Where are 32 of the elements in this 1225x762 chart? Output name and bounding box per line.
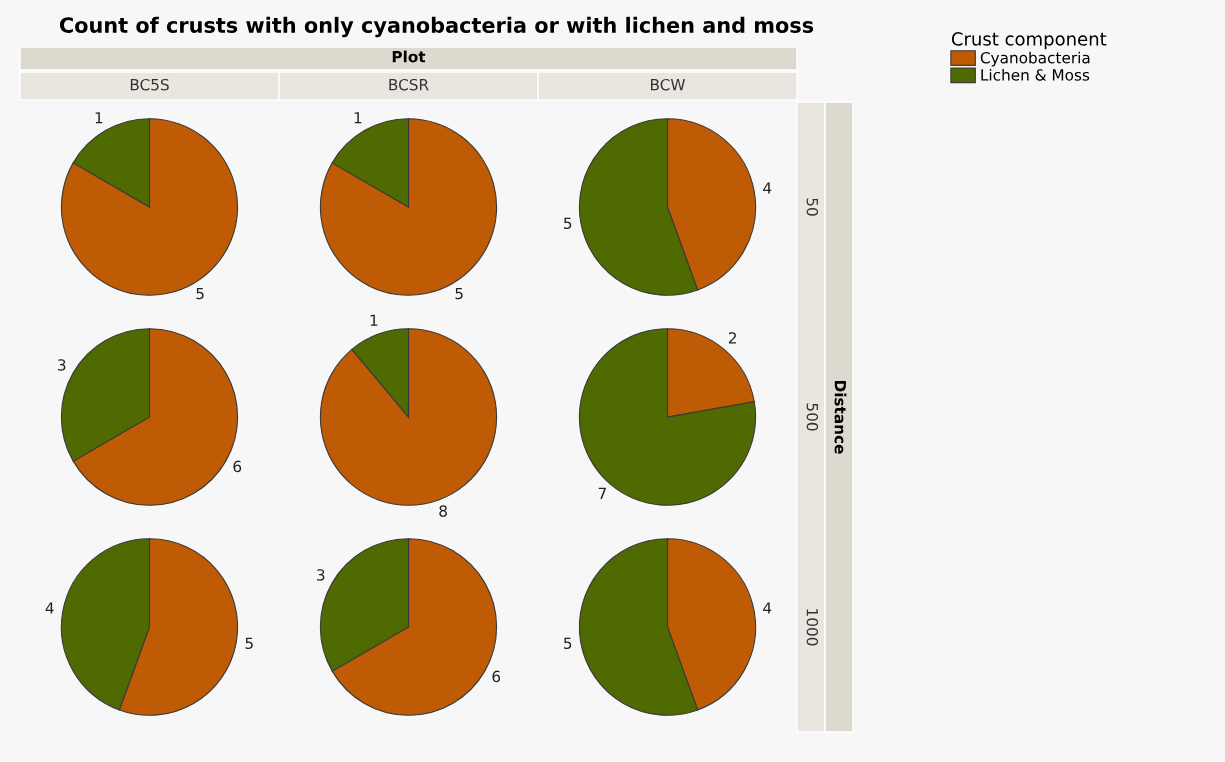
text: Plot (392, 50, 426, 63)
pie-slice (319, 328, 498, 506)
chart-subtitle: BCW (651, 78, 685, 91)
data-label: 5 (196, 287, 204, 300)
data-label: 4 (45, 602, 54, 614)
text: 1000 (806, 609, 819, 646)
text: Distance (834, 380, 847, 454)
data-label: 4 (763, 182, 772, 194)
text: 50 (806, 198, 819, 216)
chart-subtitle: BCSR (389, 78, 429, 91)
text: 500 (806, 403, 819, 431)
text: BC5S (130, 78, 169, 91)
data-label: 1 (354, 112, 362, 124)
pie-slice (578, 328, 757, 506)
legend-label: Cyanobacteria (980, 51, 1090, 67)
data-label: 5 (564, 217, 572, 230)
legend-title: Crust component (951, 32, 1107, 50)
data-label: 6 (233, 460, 242, 473)
data-label: 6 (492, 670, 501, 683)
data-label: 5 (564, 637, 572, 650)
data-label: 8 (439, 505, 447, 517)
data-label: 3 (317, 569, 325, 581)
data-label: 3 (58, 359, 66, 371)
data-label: 5 (245, 637, 253, 650)
data-label: 2 (728, 332, 736, 344)
data-label: 1 (95, 112, 103, 124)
data-label: 4 (763, 602, 772, 614)
data-label: 5 (455, 287, 463, 300)
legend-label: Lichen & Moss (981, 68, 1090, 81)
data-label: 7 (598, 487, 606, 499)
chart-title: Count of crusts with only cyanobacteria or with lichen and moss (59, 16, 814, 38)
data-label: 1 (370, 314, 378, 326)
